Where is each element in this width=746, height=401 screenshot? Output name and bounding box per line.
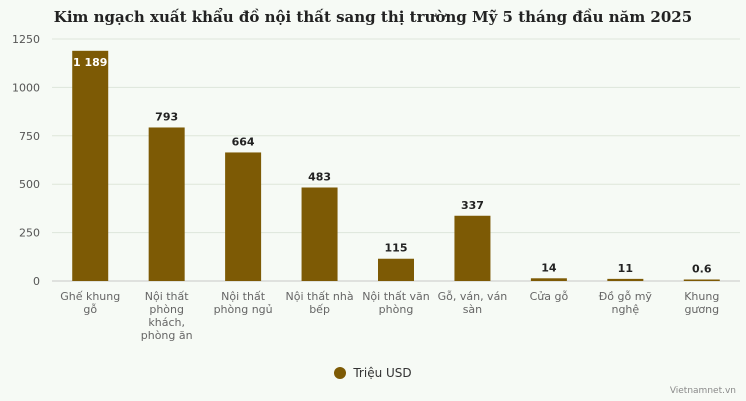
y-tick-label: 500 bbox=[19, 178, 40, 191]
bar[interactable] bbox=[225, 152, 262, 281]
bar[interactable] bbox=[530, 278, 567, 281]
category-label: Đồ gỗ mỹ nghệ bbox=[599, 290, 653, 316]
category-label: Cửa gỗ bbox=[530, 290, 569, 303]
bar[interactable] bbox=[378, 258, 414, 281]
y-tick-label: 1250 bbox=[12, 33, 40, 46]
category-label: Khung gương bbox=[684, 290, 719, 316]
data-label: 664 bbox=[232, 135, 255, 148]
data-label: 337 bbox=[461, 199, 484, 212]
category-label: Gỗ, ván, ván sàn bbox=[438, 290, 508, 316]
bar[interactable] bbox=[72, 50, 109, 281]
category-label-line: phòng ăn bbox=[141, 329, 193, 342]
category-label-line: Nội thất văn bbox=[362, 290, 430, 303]
category-label-line: phòng ngủ bbox=[214, 303, 273, 316]
category-label-line: Nội thất nhà bbox=[286, 290, 354, 303]
y-axis-ticks: 0 250 500 750 1000 1250 bbox=[12, 33, 40, 288]
y-tick-label: 0 bbox=[33, 275, 40, 288]
category-label-line: Đồ gỗ mỹ bbox=[599, 290, 653, 303]
legend-swatch bbox=[334, 367, 347, 379]
bar[interactable] bbox=[454, 215, 491, 281]
data-labels: 1 189 793 664 483 115 337 14 11 0.6 bbox=[73, 56, 712, 276]
category-label: Nội thất phòng ngủ bbox=[214, 290, 273, 316]
data-label: 1 189 bbox=[73, 56, 107, 69]
category-label: Nội thất phòng khách, phòng ăn bbox=[141, 290, 193, 342]
category-label-line: gương bbox=[684, 303, 719, 316]
data-label: 11 bbox=[618, 262, 633, 275]
category-label-line: phòng bbox=[379, 303, 414, 316]
legend-label: Triệu USD bbox=[353, 366, 412, 380]
category-label-line: Nội thất bbox=[221, 290, 266, 303]
category-label-line: Ghế khung bbox=[60, 290, 120, 303]
legend[interactable]: Triệu USD bbox=[0, 366, 746, 380]
category-label-line: Khung bbox=[684, 290, 719, 303]
y-tick-label: 750 bbox=[19, 130, 40, 143]
bar[interactable] bbox=[301, 187, 338, 281]
category-label: Ghế khung gỗ bbox=[60, 290, 120, 316]
category-label-line: gỗ bbox=[83, 303, 97, 316]
category-label-line: Cửa gỗ bbox=[530, 290, 569, 303]
y-tick-label: 1000 bbox=[12, 81, 40, 94]
category-label: Nội thất văn phòng bbox=[362, 290, 430, 316]
y-tick-label: 250 bbox=[19, 227, 40, 240]
chart-title: Kim ngạch xuất khẩu đồ nội thất sang thị… bbox=[53, 8, 693, 26]
category-label-line: sàn bbox=[463, 303, 482, 316]
data-label: 14 bbox=[541, 261, 557, 274]
data-label: 793 bbox=[155, 110, 178, 123]
bars bbox=[72, 50, 720, 282]
category-label: Nội thất nhà bếp bbox=[286, 290, 354, 316]
category-label-line: nghệ bbox=[611, 303, 639, 316]
data-label: 0.6 bbox=[692, 263, 712, 276]
data-label: 115 bbox=[385, 242, 408, 255]
category-label-line: Gỗ, ván, ván bbox=[438, 290, 508, 303]
category-label-line: Nội thất bbox=[145, 290, 190, 303]
category-label-line: bếp bbox=[309, 303, 330, 316]
category-label-line: phòng bbox=[149, 303, 184, 316]
data-label: 483 bbox=[308, 170, 331, 183]
bar[interactable] bbox=[148, 127, 185, 282]
category-label-line: khách, bbox=[148, 316, 185, 329]
bar[interactable] bbox=[607, 278, 644, 281]
watermark: Vietnamnet.vn bbox=[669, 386, 736, 396]
bar[interactable] bbox=[683, 279, 720, 282]
